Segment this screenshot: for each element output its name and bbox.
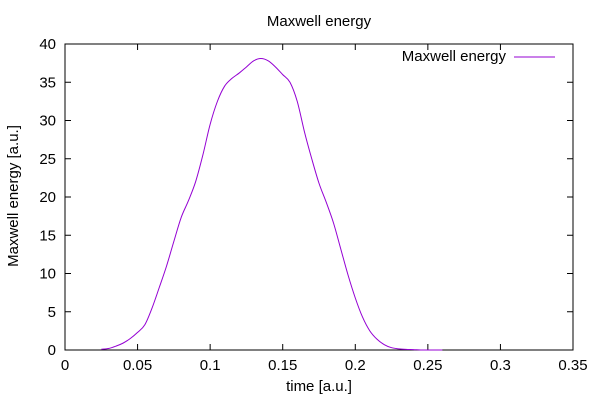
x-tick-label: 0.2 bbox=[345, 357, 366, 374]
series-layer bbox=[101, 58, 443, 351]
legend-label: Maxwell energy bbox=[402, 48, 507, 65]
series-line-maxwell-energy bbox=[101, 58, 443, 351]
y-axis-label: Maxwell energy [a.u.] bbox=[5, 125, 22, 267]
y-tick-label: 35 bbox=[39, 74, 56, 91]
y-tick-label: 30 bbox=[39, 113, 56, 130]
x-tick-label: 0.3 bbox=[490, 357, 511, 374]
x-tick-label: 0.05 bbox=[123, 357, 152, 374]
x-tick-label: 0.35 bbox=[558, 357, 587, 374]
x-axis-label: time [a.u.] bbox=[286, 378, 352, 395]
y-tick-label: 20 bbox=[39, 189, 56, 206]
chart-title: Maxwell energy bbox=[267, 13, 372, 30]
plot-frame bbox=[64, 43, 574, 351]
y-tick-label: 25 bbox=[39, 151, 56, 168]
y-tick-label: 10 bbox=[39, 266, 56, 283]
y-tick-label: 0 bbox=[48, 342, 56, 359]
legend: Maxwell energy bbox=[402, 48, 555, 65]
y-tick-label: 15 bbox=[39, 227, 56, 244]
y-tick-label: 40 bbox=[39, 36, 56, 53]
x-tick-label: 0.1 bbox=[200, 357, 221, 374]
x-tick-label: 0 bbox=[61, 357, 69, 374]
y-tick-label: 5 bbox=[48, 304, 56, 321]
x-tick-label: 0.25 bbox=[413, 357, 442, 374]
axis-ticks: 0 0.05 0.1 0.15 0.2 0.25 0.3 0.35 0 5 10 15 20 25 30 35… bbox=[39, 36, 587, 374]
x-tick-label: 0.15 bbox=[268, 357, 297, 374]
